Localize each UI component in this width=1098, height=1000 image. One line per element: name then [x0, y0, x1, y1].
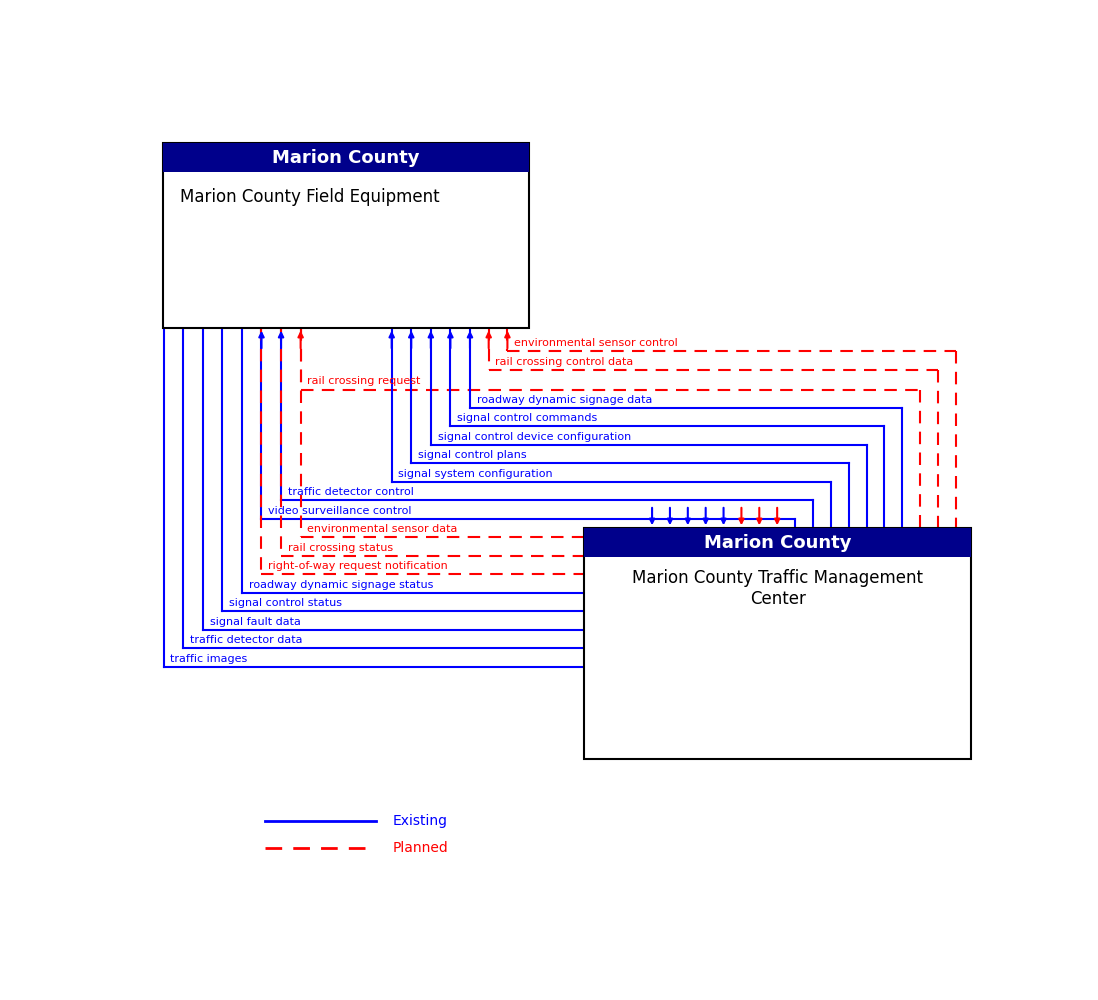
Text: video surveillance control: video surveillance control	[268, 506, 412, 516]
Bar	[163, 143, 528, 172]
Bar	[584, 528, 972, 759]
Bar	[584, 528, 972, 557]
Text: environmental sensor data: environmental sensor data	[307, 524, 458, 534]
Text: Marion County: Marion County	[704, 534, 851, 552]
Text: signal control commands: signal control commands	[457, 413, 597, 423]
Text: Marion County Traffic Management
Center: Marion County Traffic Management Center	[632, 569, 923, 608]
Text: signal control status: signal control status	[229, 598, 343, 608]
Text: signal control plans: signal control plans	[418, 450, 527, 460]
Text: traffic detector control: traffic detector control	[288, 487, 414, 497]
Text: roadway dynamic signage status: roadway dynamic signage status	[249, 580, 433, 590]
Text: rail crossing status: rail crossing status	[288, 543, 393, 553]
Text: signal system configuration: signal system configuration	[399, 469, 553, 479]
Text: right-of-way request notification: right-of-way request notification	[268, 561, 448, 571]
Text: Planned: Planned	[393, 841, 448, 855]
Text: rail crossing control data: rail crossing control data	[495, 357, 634, 367]
Bar	[163, 143, 528, 328]
Text: Existing: Existing	[393, 814, 448, 828]
Text: environmental sensor control: environmental sensor control	[514, 338, 677, 348]
Text: signal fault data: signal fault data	[210, 617, 301, 627]
Text: Marion County Field Equipment: Marion County Field Equipment	[180, 188, 439, 206]
Text: signal control device configuration: signal control device configuration	[438, 432, 631, 442]
Text: Marion County: Marion County	[272, 149, 419, 167]
Text: roadway dynamic signage data: roadway dynamic signage data	[477, 395, 652, 405]
Text: traffic images: traffic images	[170, 654, 248, 664]
Text: rail crossing request: rail crossing request	[307, 376, 421, 386]
Text: traffic detector data: traffic detector data	[190, 635, 303, 645]
